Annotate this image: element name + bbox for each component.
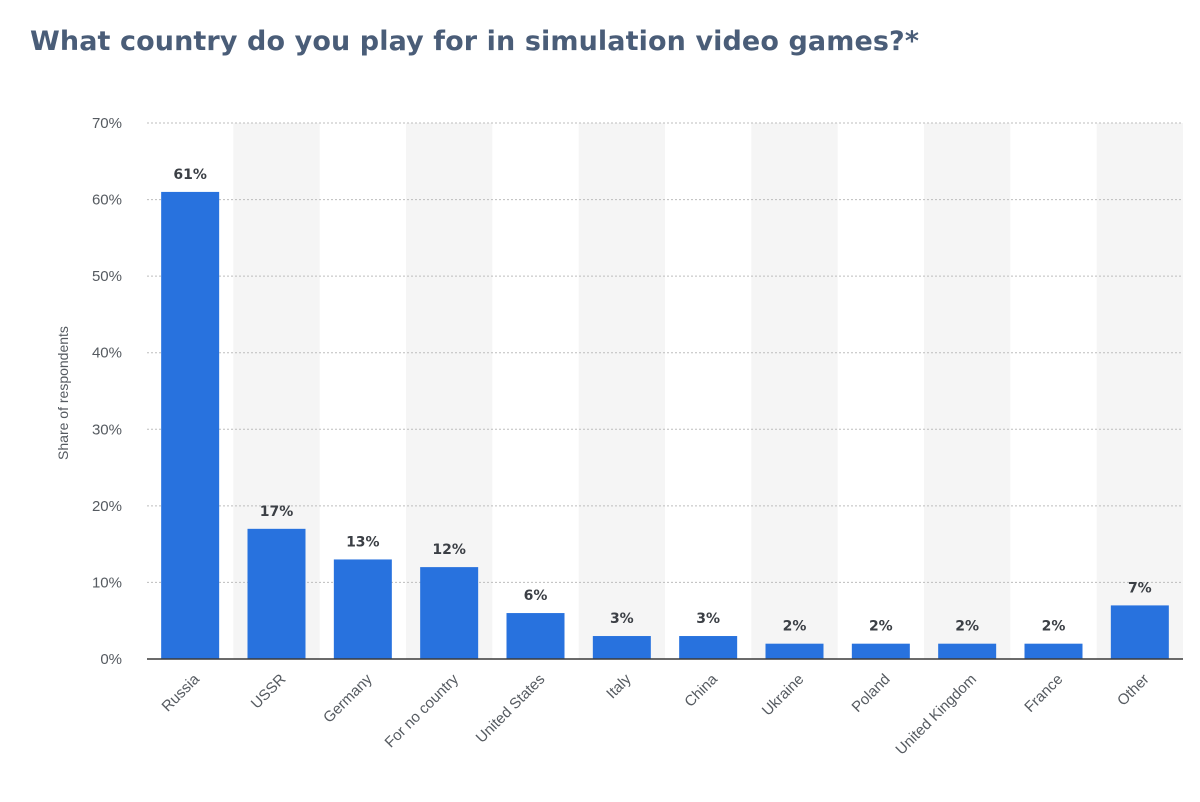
bar bbox=[592, 636, 651, 659]
y-axis-label: Share of respondents bbox=[55, 326, 71, 460]
y-tick-label: 60% bbox=[92, 192, 122, 209]
x-tick-label: Other bbox=[1114, 671, 1153, 710]
data-label: 2% bbox=[783, 619, 807, 635]
chart-title: What country do you play for in simulati… bbox=[30, 26, 920, 57]
y-tick-label: 40% bbox=[92, 345, 122, 362]
bar bbox=[506, 613, 565, 659]
x-tick-label: Italy bbox=[603, 670, 635, 702]
background-band bbox=[1096, 123, 1183, 659]
data-label: 2% bbox=[955, 619, 979, 635]
y-tick-label: 0% bbox=[100, 651, 122, 668]
background-band bbox=[751, 123, 838, 659]
x-tick-label: USSR bbox=[248, 671, 290, 713]
bar bbox=[938, 643, 997, 659]
x-tick-label: Ukraine bbox=[759, 671, 808, 720]
x-tick-label: For no country bbox=[382, 670, 463, 751]
x-tick-label: United States bbox=[473, 671, 549, 747]
data-label: 17% bbox=[260, 504, 294, 520]
x-axis-labels: Russia USSR Germany For no country United St… bbox=[159, 670, 1153, 758]
x-tick-label: China bbox=[681, 670, 721, 710]
data-label: 61% bbox=[173, 167, 207, 183]
data-label: 13% bbox=[346, 534, 380, 550]
bar bbox=[1110, 605, 1169, 659]
data-label: 2% bbox=[869, 619, 893, 635]
y-tick-label: 10% bbox=[92, 574, 122, 591]
x-tick-label: Russia bbox=[159, 670, 204, 715]
data-label: 7% bbox=[1128, 580, 1152, 596]
y-tick-label: 20% bbox=[92, 498, 122, 515]
bar bbox=[851, 643, 910, 659]
background-bands bbox=[233, 123, 1183, 659]
y-axis-ticks: 0% 10% 20% 30% 40% 50% 60% 70% bbox=[92, 115, 122, 668]
data-label: 12% bbox=[432, 542, 466, 558]
background-band bbox=[924, 123, 1011, 659]
y-tick-label: 70% bbox=[92, 115, 122, 132]
data-label: 3% bbox=[696, 611, 720, 627]
data-label: 3% bbox=[610, 611, 634, 627]
bar bbox=[420, 567, 479, 659]
y-tick-label: 50% bbox=[92, 268, 122, 285]
x-tick-label: Poland bbox=[849, 671, 894, 716]
bar bbox=[247, 528, 306, 659]
value-labels: 61% 17% 13% 12% 6% 3% 3% 2% 2% 2% 2% 7% bbox=[173, 167, 1151, 635]
x-tick-label: United Kingdom bbox=[893, 671, 980, 758]
data-label: 6% bbox=[524, 588, 548, 604]
bar bbox=[161, 191, 220, 659]
x-tick-label: Germany bbox=[320, 670, 376, 726]
gridlines bbox=[147, 122, 1183, 583]
bar bbox=[765, 643, 824, 659]
y-tick-label: 30% bbox=[92, 421, 122, 438]
x-tick-label: France bbox=[1021, 671, 1066, 716]
bar bbox=[1024, 643, 1083, 659]
data-label: 2% bbox=[1042, 619, 1066, 635]
bar bbox=[333, 559, 392, 659]
bars bbox=[161, 191, 1169, 659]
background-band bbox=[578, 123, 665, 659]
bar bbox=[679, 636, 738, 659]
